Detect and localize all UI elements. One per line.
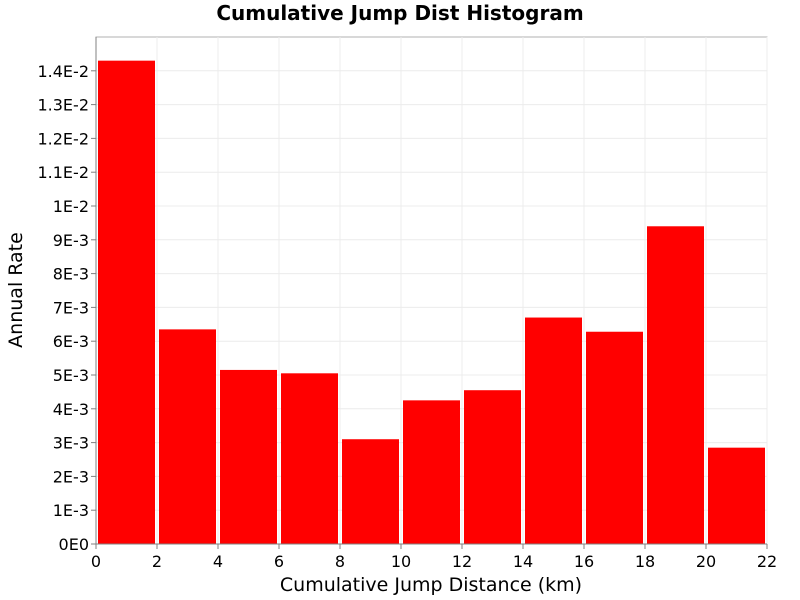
bar <box>281 373 338 544</box>
y-tick-label: 1.1E-2 <box>37 163 89 182</box>
y-tick-label: 7E-3 <box>53 298 89 317</box>
x-tick-label: 10 <box>391 552 411 571</box>
bar <box>708 447 765 544</box>
x-tick-label: 0 <box>91 552 101 571</box>
y-tick-label: 1.3E-2 <box>37 96 89 115</box>
y-tick-label: 9E-3 <box>53 231 89 250</box>
y-tick-label: 1E-2 <box>53 197 89 216</box>
bar <box>159 329 216 544</box>
y-tick-label: 8E-3 <box>53 265 89 284</box>
x-tick-label: 4 <box>213 552 223 571</box>
x-tick-label: 14 <box>513 552 533 571</box>
x-tick-label: 16 <box>574 552 594 571</box>
bar <box>525 317 582 544</box>
x-tick-label: 6 <box>274 552 284 571</box>
bars <box>98 60 765 544</box>
x-tick-label: 8 <box>335 552 345 571</box>
y-tick-label: 5E-3 <box>53 366 89 385</box>
y-tick-label: 6E-3 <box>53 332 89 351</box>
bar <box>342 439 399 544</box>
x-tick-label: 12 <box>452 552 472 571</box>
x-tick-label: 22 <box>757 552 777 571</box>
y-tick-label: 2E-3 <box>53 467 89 486</box>
x-axis-ticks: 0 2 4 6 8 10 12 14 16 18 20 22 <box>91 544 777 571</box>
bar <box>464 390 521 544</box>
y-axis-ticks: 0E0 1E-3 2E-3 3E-3 4E-3 5E-3 6E-3 7E-3 8E-3 9E-3 1… <box>37 62 96 554</box>
bar <box>98 60 155 544</box>
y-tick-label: 4E-3 <box>53 400 89 419</box>
y-axis-label: Annual Rate <box>5 232 27 348</box>
chart-title: Cumulative Jump Dist Histogram <box>216 1 583 25</box>
bar <box>586 331 643 544</box>
y-tick-label: 1.4E-2 <box>37 62 89 81</box>
bar <box>403 400 460 544</box>
x-tick-label: 2 <box>152 552 162 571</box>
y-tick-label: 1E-3 <box>53 501 89 520</box>
x-axis-label: Cumulative Jump Distance (km) <box>280 574 582 596</box>
y-tick-label: 3E-3 <box>53 434 89 453</box>
bar <box>220 369 277 544</box>
bar <box>647 226 704 544</box>
x-tick-label: 20 <box>696 552 716 571</box>
y-tick-label: 1.2E-2 <box>37 129 89 148</box>
y-tick-label: 0E0 <box>59 535 89 554</box>
x-tick-label: 18 <box>635 552 655 571</box>
